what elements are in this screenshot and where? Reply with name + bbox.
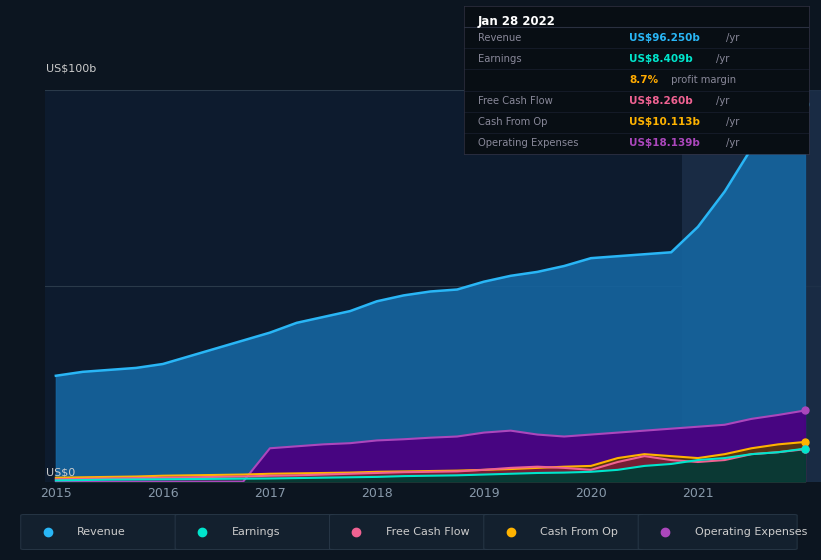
Text: /yr: /yr <box>726 117 739 127</box>
Text: /yr: /yr <box>726 138 739 148</box>
Text: Earnings: Earnings <box>478 54 521 64</box>
Text: 8.7%: 8.7% <box>630 75 658 85</box>
FancyBboxPatch shape <box>21 515 180 549</box>
Bar <box>682 90 821 482</box>
Text: Free Cash Flow: Free Cash Flow <box>478 96 553 106</box>
Text: /yr: /yr <box>716 54 730 64</box>
Text: US$100b: US$100b <box>46 64 96 74</box>
Text: Revenue: Revenue <box>478 32 521 43</box>
Text: Earnings: Earnings <box>232 527 280 537</box>
Text: Jan 28 2022: Jan 28 2022 <box>478 15 556 28</box>
Text: US$8.409b: US$8.409b <box>630 54 693 64</box>
Text: /yr: /yr <box>726 32 739 43</box>
FancyBboxPatch shape <box>329 515 488 549</box>
Text: Free Cash Flow: Free Cash Flow <box>386 527 470 537</box>
FancyBboxPatch shape <box>484 515 643 549</box>
Text: Cash From Op: Cash From Op <box>478 117 547 127</box>
Text: US$96.250b: US$96.250b <box>630 32 700 43</box>
Text: Operating Expenses: Operating Expenses <box>478 138 578 148</box>
Text: Operating Expenses: Operating Expenses <box>695 527 807 537</box>
Text: US$10.113b: US$10.113b <box>630 117 700 127</box>
FancyBboxPatch shape <box>175 515 334 549</box>
FancyBboxPatch shape <box>638 515 797 549</box>
Text: US$0: US$0 <box>46 468 76 478</box>
Text: /yr: /yr <box>716 96 730 106</box>
Text: US$8.260b: US$8.260b <box>630 96 693 106</box>
Text: profit margin: profit margin <box>668 75 736 85</box>
Text: Cash From Op: Cash From Op <box>540 527 618 537</box>
Text: Revenue: Revenue <box>77 527 126 537</box>
Text: US$18.139b: US$18.139b <box>630 138 700 148</box>
